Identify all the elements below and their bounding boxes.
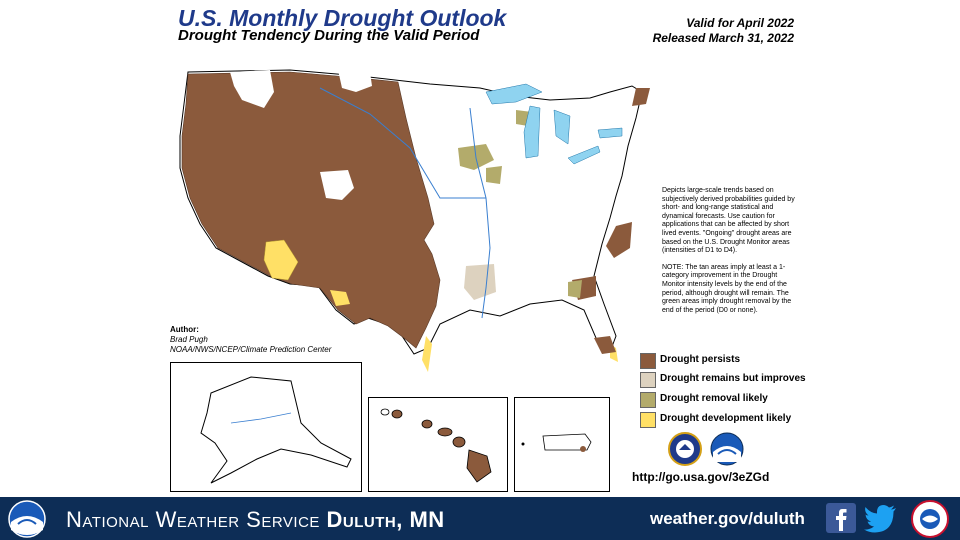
legend-label: Drought persists xyxy=(660,354,741,365)
footer-office: Duluth, MN xyxy=(326,507,445,532)
missouri-river xyxy=(319,87,486,199)
noaa-logo-icon xyxy=(8,500,46,538)
puerto-rico-map xyxy=(521,433,592,452)
lake-ontario xyxy=(597,127,623,139)
weather-ready-nation-icon xyxy=(911,500,949,538)
notes-paragraph-2: NOTE: The tan areas imply at least a 1-c… xyxy=(662,263,792,314)
removal-illinois xyxy=(486,166,502,184)
lake-superior xyxy=(485,83,543,105)
valid-period: Valid for April 2022 Released March 31, … xyxy=(653,16,794,46)
hawaii-map xyxy=(380,408,492,483)
development-texas xyxy=(422,336,432,372)
removal-alabama xyxy=(568,280,582,298)
author-heading: Author: xyxy=(170,325,199,334)
puerto-rico-inset xyxy=(514,397,610,492)
author-name: Brad Pugh xyxy=(170,335,208,344)
outlook-url[interactable]: http://go.usa.gov/3eZGd xyxy=(632,470,770,484)
twitter-icon[interactable] xyxy=(864,503,898,533)
footer-prefix: National Weather Service xyxy=(66,507,327,532)
doc-seal-icon xyxy=(668,432,702,466)
no-drought-nw xyxy=(230,70,274,108)
drought-persists-west xyxy=(181,71,441,349)
footer-bar xyxy=(0,497,960,540)
author-org: NOAA/NWS/NCEP/Climate Prediction Center xyxy=(170,345,332,354)
alaska-map xyxy=(200,376,352,484)
map-title: U.S. Monthly Drought Outlook xyxy=(178,5,507,31)
noaa-seal-icon xyxy=(710,432,744,466)
lake-erie xyxy=(567,145,601,165)
legend-label: Drought development likely xyxy=(660,413,792,424)
lake-huron xyxy=(553,109,571,145)
valid-for-text: Valid for April 2022 xyxy=(686,16,794,30)
mississippi-river xyxy=(469,107,491,319)
no-drought-montana xyxy=(338,70,372,92)
drought-persists-maine xyxy=(632,88,650,106)
no-drought-utah xyxy=(320,170,354,200)
swatch-removal xyxy=(640,392,656,408)
author-block: Author: Brad Pugh NOAA/NWS/NCEP/Climate … xyxy=(170,325,331,355)
conus-drought-map xyxy=(179,69,650,372)
hawaii-inset xyxy=(368,397,508,492)
development-arizona xyxy=(263,239,299,281)
footer-office-title: National Weather Service Duluth, MN xyxy=(66,507,445,533)
facebook-icon[interactable] xyxy=(826,503,856,533)
outlook-notes: Depicts large-scale trends based on subj… xyxy=(662,187,802,323)
drought-persists-carolinas xyxy=(606,222,632,258)
notes-paragraph-1: Depicts large-scale trends based on subj… xyxy=(662,187,795,255)
legend-label: Drought remains but improves xyxy=(660,373,806,384)
map-subtitle: Drought Tendency During the Valid Period xyxy=(178,27,480,44)
drought-persists-florida xyxy=(594,336,616,354)
footer-website[interactable]: weather.gov/duluth xyxy=(650,509,805,528)
released-text: Released March 31, 2022 xyxy=(652,31,794,45)
swatch-improves xyxy=(640,372,656,388)
alaska-inset xyxy=(170,362,362,492)
swatch-development xyxy=(640,412,656,428)
development-new-mexico xyxy=(330,290,350,306)
lake-michigan xyxy=(523,105,541,159)
swatch-persists xyxy=(640,353,656,369)
legend-label: Drought removal likely xyxy=(660,393,768,404)
